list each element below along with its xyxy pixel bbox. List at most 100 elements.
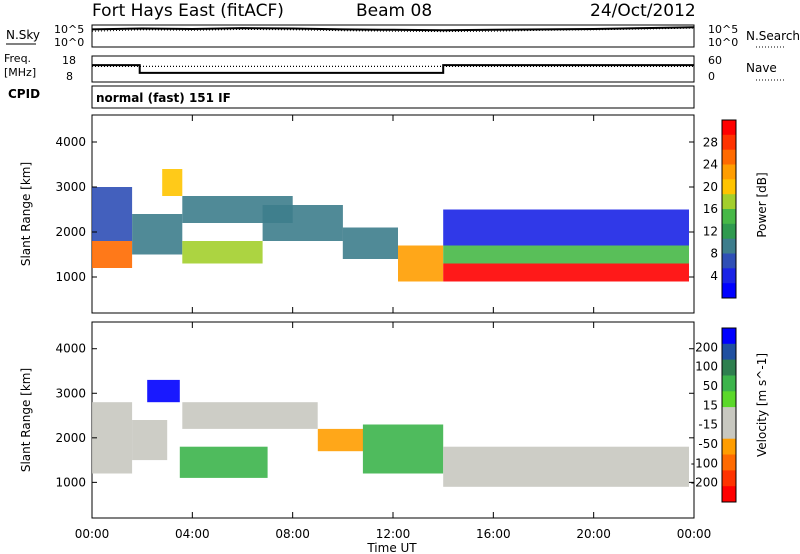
vel-cbar-swatch-5 [722,407,736,424]
vel-cbar-tick-4: -15 [698,418,718,432]
power-cbar-swatch-4 [722,179,736,195]
power-y-axis-label: Slant Range [km] [19,162,33,266]
power-cbar-swatch-8 [722,238,736,254]
cpid-label: CPID [8,87,40,101]
vel-cbar-swatch-2 [722,359,736,376]
power-cbar-swatch-2 [722,149,736,165]
power-cbar-swatch-11 [722,283,736,299]
power-cbar-tick-0: 28 [703,135,718,149]
power-cells-cell-8 [398,245,444,282]
power-cbar-swatch-7 [722,223,736,240]
noise-search-line [91,27,695,33]
vel-cells-cell-0 [92,402,133,474]
noise-right-tick-top: 10^5 [708,23,738,36]
power-cbar-tick-4: 12 [703,224,718,238]
velocity-y-axis-label: Slant Range [km] [19,368,33,472]
noise-panel: N.Sky 10^5 10^0 10^5 10^0 N.Search [6,23,800,49]
freq-left-tick-top: 18 [62,54,76,67]
velocity-y-ticks: 1000 2000 3000 4000 [55,342,694,489]
velocity-heatmap [92,379,689,487]
vel-cells-cell-5 [317,428,363,452]
power-cbar-tick-6: 4 [710,269,718,283]
date-title: 24/Oct/2012 [590,1,696,21]
power-cbar-swatch-10 [722,268,736,284]
vel-cbar-swatch-6 [722,422,736,440]
power-cells-cell-9 [443,263,689,282]
power-cells-cell-6 [262,205,343,241]
vel-cells-cell-3 [179,446,268,478]
freq-left-label-1: Freq. [4,52,31,65]
vel-cells-cell-6 [362,424,444,474]
vel-cbar-swatch-1 [722,343,736,361]
vel-cells-cell-7 [443,446,689,487]
x-tick-label-2: 08:00 [275,527,310,541]
power-cells-cell-1 [92,187,133,241]
vel-cbar-tick-2: 50 [703,379,718,393]
power-cbar-swatch-1 [722,134,736,151]
freq-panel: Freq. [MHz] 18 8 60 0 Nave [4,52,786,83]
vel-cbar-tick-5: -50 [698,437,718,451]
cpid-panel-frame [91,85,695,109]
vel-cbar-frame [721,327,737,503]
vel-cbar-tick-6: -100 [691,456,718,470]
power-yticks-label-3: 4000 [55,135,86,149]
vel-cells-cell-2 [147,379,180,403]
vel-cbar-swatch-4 [722,391,736,408]
x-axis-label: Time UT [366,541,417,554]
beam-title: Beam 08 [356,1,432,21]
power-yticks-label-2: 3000 [55,180,86,194]
freq-left-tick-bottom: 8 [66,70,73,83]
vel-yticks-label-2: 3000 [55,386,86,400]
power-cbar-tick-3: 16 [703,202,718,216]
power-y-ticks: 1000 2000 3000 4000 [55,135,694,284]
power-cells-cell-11 [443,209,689,246]
velocity-colorbar: 200 100 50 15 -15 -50 -100 -200 [691,327,737,503]
noise-left-label: N.Sky [6,28,40,42]
x-axis-ticks: 00:00 04:00 08:00 12:00 16:00 20:00 00:00 [75,115,711,541]
vel-cbar-swatch-9 [722,470,736,487]
vel-yticks-label-0: 1000 [55,475,86,489]
vel-cbar-tick-0: 200 [695,340,718,354]
freq-panel-frame [91,55,695,83]
x-tick-label-4: 16:00 [476,527,511,541]
power-cbar-tick-1: 24 [703,158,718,172]
x-tick-label-5: 20:00 [576,527,611,541]
vel-cbar-swatch-0 [722,328,736,345]
power-cbar-swatch-5 [722,194,736,210]
cpid-mode-text: normal (fast) 151 IF [96,91,231,105]
x-tick-label-0: 00:00 [75,527,110,541]
power-cbar-swatch-0 [722,120,736,136]
vel-cbar-swatch-7 [722,438,736,455]
velocity-panel: 1000 2000 3000 4000 Slant Range [km] [19,321,695,519]
vel-cells-cell-1 [132,420,168,461]
power-cells-cell-4 [182,241,263,264]
cpid-panel: normal (fast) 151 IF CPID [8,85,695,109]
noise-sky-line [91,26,695,32]
station-title: Fort Hays East (fitACF) [92,1,284,21]
freq-line [92,64,694,74]
x-tick-label-3: 12:00 [376,527,411,541]
power-cells-cell-0 [92,241,133,268]
vel-cbar-swatch-10 [722,486,736,503]
vel-yticks-label-1: 2000 [55,431,86,445]
power-cells-cell-3 [162,169,183,196]
power-colorbar: 28 24 20 16 12 8 4 [703,119,737,299]
power-yticks-label-1: 2000 [55,225,86,239]
power-cbar-swatch-3 [722,164,736,180]
freq-right-tick-top: 60 [708,54,722,67]
power-cbar-swatch-6 [722,209,736,225]
noise-right-tick-bottom: 10^0 [708,36,738,49]
power-heatmap [92,169,689,282]
vel-cells-cell-4 [182,402,318,429]
noise-panel-frame [91,24,695,48]
power-cells-cell-10 [443,245,689,264]
velocity-colorbar-label: Velocity [m s^-1] [755,353,769,457]
x-tick-label-1: 04:00 [175,527,210,541]
freq-right-tick-bottom: 0 [708,70,715,83]
freq-right-label: Nave [746,61,777,75]
vel-cbar-tick-7: -200 [691,476,718,490]
power-colorbar-label: Power [dB] [755,172,769,237]
vel-cbar-tick-3: 15 [703,398,718,412]
vel-cbar-tick-1: 100 [695,360,718,374]
